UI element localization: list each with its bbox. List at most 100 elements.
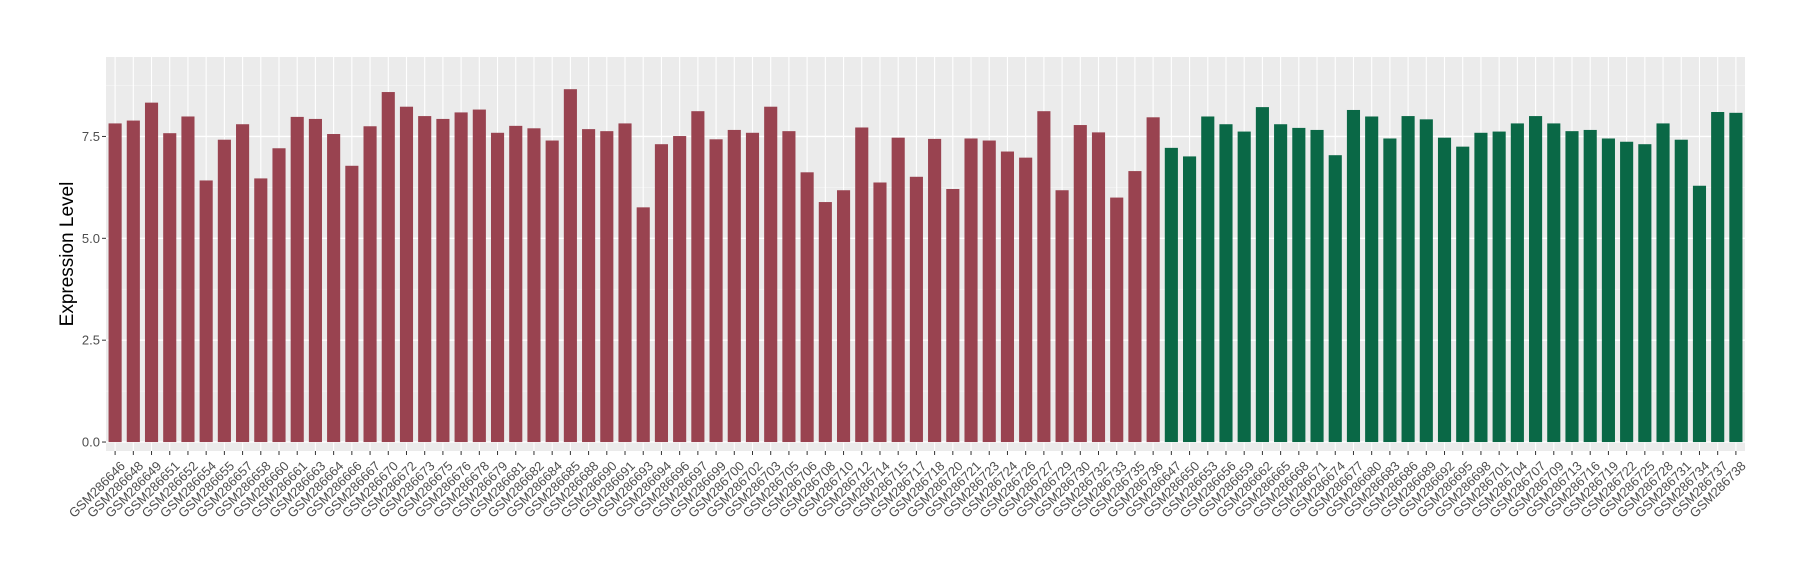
bar — [436, 118, 450, 443]
bar — [1310, 129, 1324, 443]
bar — [199, 180, 213, 443]
bar — [272, 148, 286, 443]
bar — [727, 129, 741, 443]
bar — [1128, 171, 1142, 443]
bar — [1146, 117, 1160, 443]
bar — [236, 124, 250, 443]
bar — [1711, 112, 1725, 443]
bar — [1638, 144, 1652, 443]
y-axis-ticks: 0.0 2.5 5.0 7.5 — [82, 129, 106, 450]
y-tick-label: 7.5 — [82, 129, 100, 144]
bar — [1237, 131, 1251, 443]
bar — [1292, 127, 1306, 443]
bar — [1255, 107, 1269, 443]
x-axis-ticks: GSM286646GSM286648GSM286649GSM286651GSM2… — [66, 451, 1749, 521]
bar — [1529, 116, 1543, 443]
bar — [709, 139, 723, 443]
bar — [144, 102, 159, 443]
bar — [363, 126, 377, 443]
bar — [181, 116, 195, 443]
bar — [1583, 129, 1597, 443]
bar — [327, 134, 341, 443]
bar — [1547, 123, 1561, 443]
bar — [855, 127, 869, 443]
bar — [399, 106, 414, 443]
bar — [964, 138, 978, 443]
bar — [636, 207, 650, 443]
bar — [600, 131, 614, 443]
bar — [1601, 138, 1615, 443]
bar — [782, 131, 796, 443]
bar — [691, 111, 705, 443]
bar — [928, 138, 942, 443]
bar — [673, 136, 687, 443]
bar — [1201, 116, 1215, 443]
y-tick-label: 0.0 — [82, 435, 100, 450]
bar — [1474, 132, 1488, 443]
bar — [909, 176, 923, 443]
bar — [290, 116, 304, 443]
bar — [545, 140, 559, 443]
bar — [1073, 125, 1087, 443]
bar — [764, 106, 778, 443]
bar — [308, 118, 322, 443]
bar — [982, 140, 996, 443]
bar — [1164, 147, 1178, 443]
bar — [1110, 197, 1124, 443]
bar — [454, 112, 468, 443]
bar — [618, 123, 632, 443]
y-tick-label: 5.0 — [82, 231, 100, 246]
bar — [1346, 109, 1361, 443]
bar — [1383, 138, 1397, 443]
bar — [1183, 156, 1197, 443]
bar — [1692, 185, 1707, 443]
y-tick-label: 2.5 — [82, 333, 100, 348]
bar — [217, 139, 231, 443]
bar — [1419, 119, 1433, 443]
bar — [873, 182, 887, 443]
bar — [490, 132, 505, 443]
bar — [946, 189, 960, 443]
bar — [1456, 146, 1470, 443]
bar — [126, 120, 140, 443]
bar — [1565, 131, 1579, 443]
bar — [1674, 139, 1688, 443]
bar — [1091, 132, 1106, 443]
bar — [472, 109, 486, 443]
y-axis-title: Expression Level — [57, 182, 78, 327]
bars — [108, 89, 1743, 443]
bar — [1000, 151, 1015, 443]
bar — [891, 137, 905, 443]
bar — [381, 92, 395, 443]
bar — [1274, 124, 1288, 443]
bar — [654, 144, 668, 443]
bar — [1656, 123, 1670, 443]
bar — [108, 123, 122, 443]
bar — [527, 128, 541, 443]
bar — [582, 129, 596, 443]
bar — [1401, 116, 1415, 443]
bar — [818, 202, 832, 443]
bar — [1219, 124, 1233, 443]
bar — [563, 89, 577, 443]
bar — [163, 133, 177, 443]
bar — [1037, 111, 1051, 443]
bar — [509, 125, 523, 443]
bar — [1620, 141, 1634, 443]
plot-panel — [106, 57, 1745, 451]
bar — [1328, 155, 1342, 443]
bar — [1492, 131, 1506, 443]
bar — [1437, 137, 1452, 443]
bar — [745, 132, 760, 443]
bar — [1729, 112, 1743, 443]
bar — [1510, 123, 1524, 443]
bar — [345, 165, 359, 443]
bar — [254, 178, 268, 443]
bar — [418, 116, 432, 443]
bar — [1365, 116, 1379, 443]
bar — [800, 172, 814, 443]
bar — [1055, 190, 1069, 443]
bar — [836, 190, 851, 443]
bar — [1019, 157, 1033, 443]
